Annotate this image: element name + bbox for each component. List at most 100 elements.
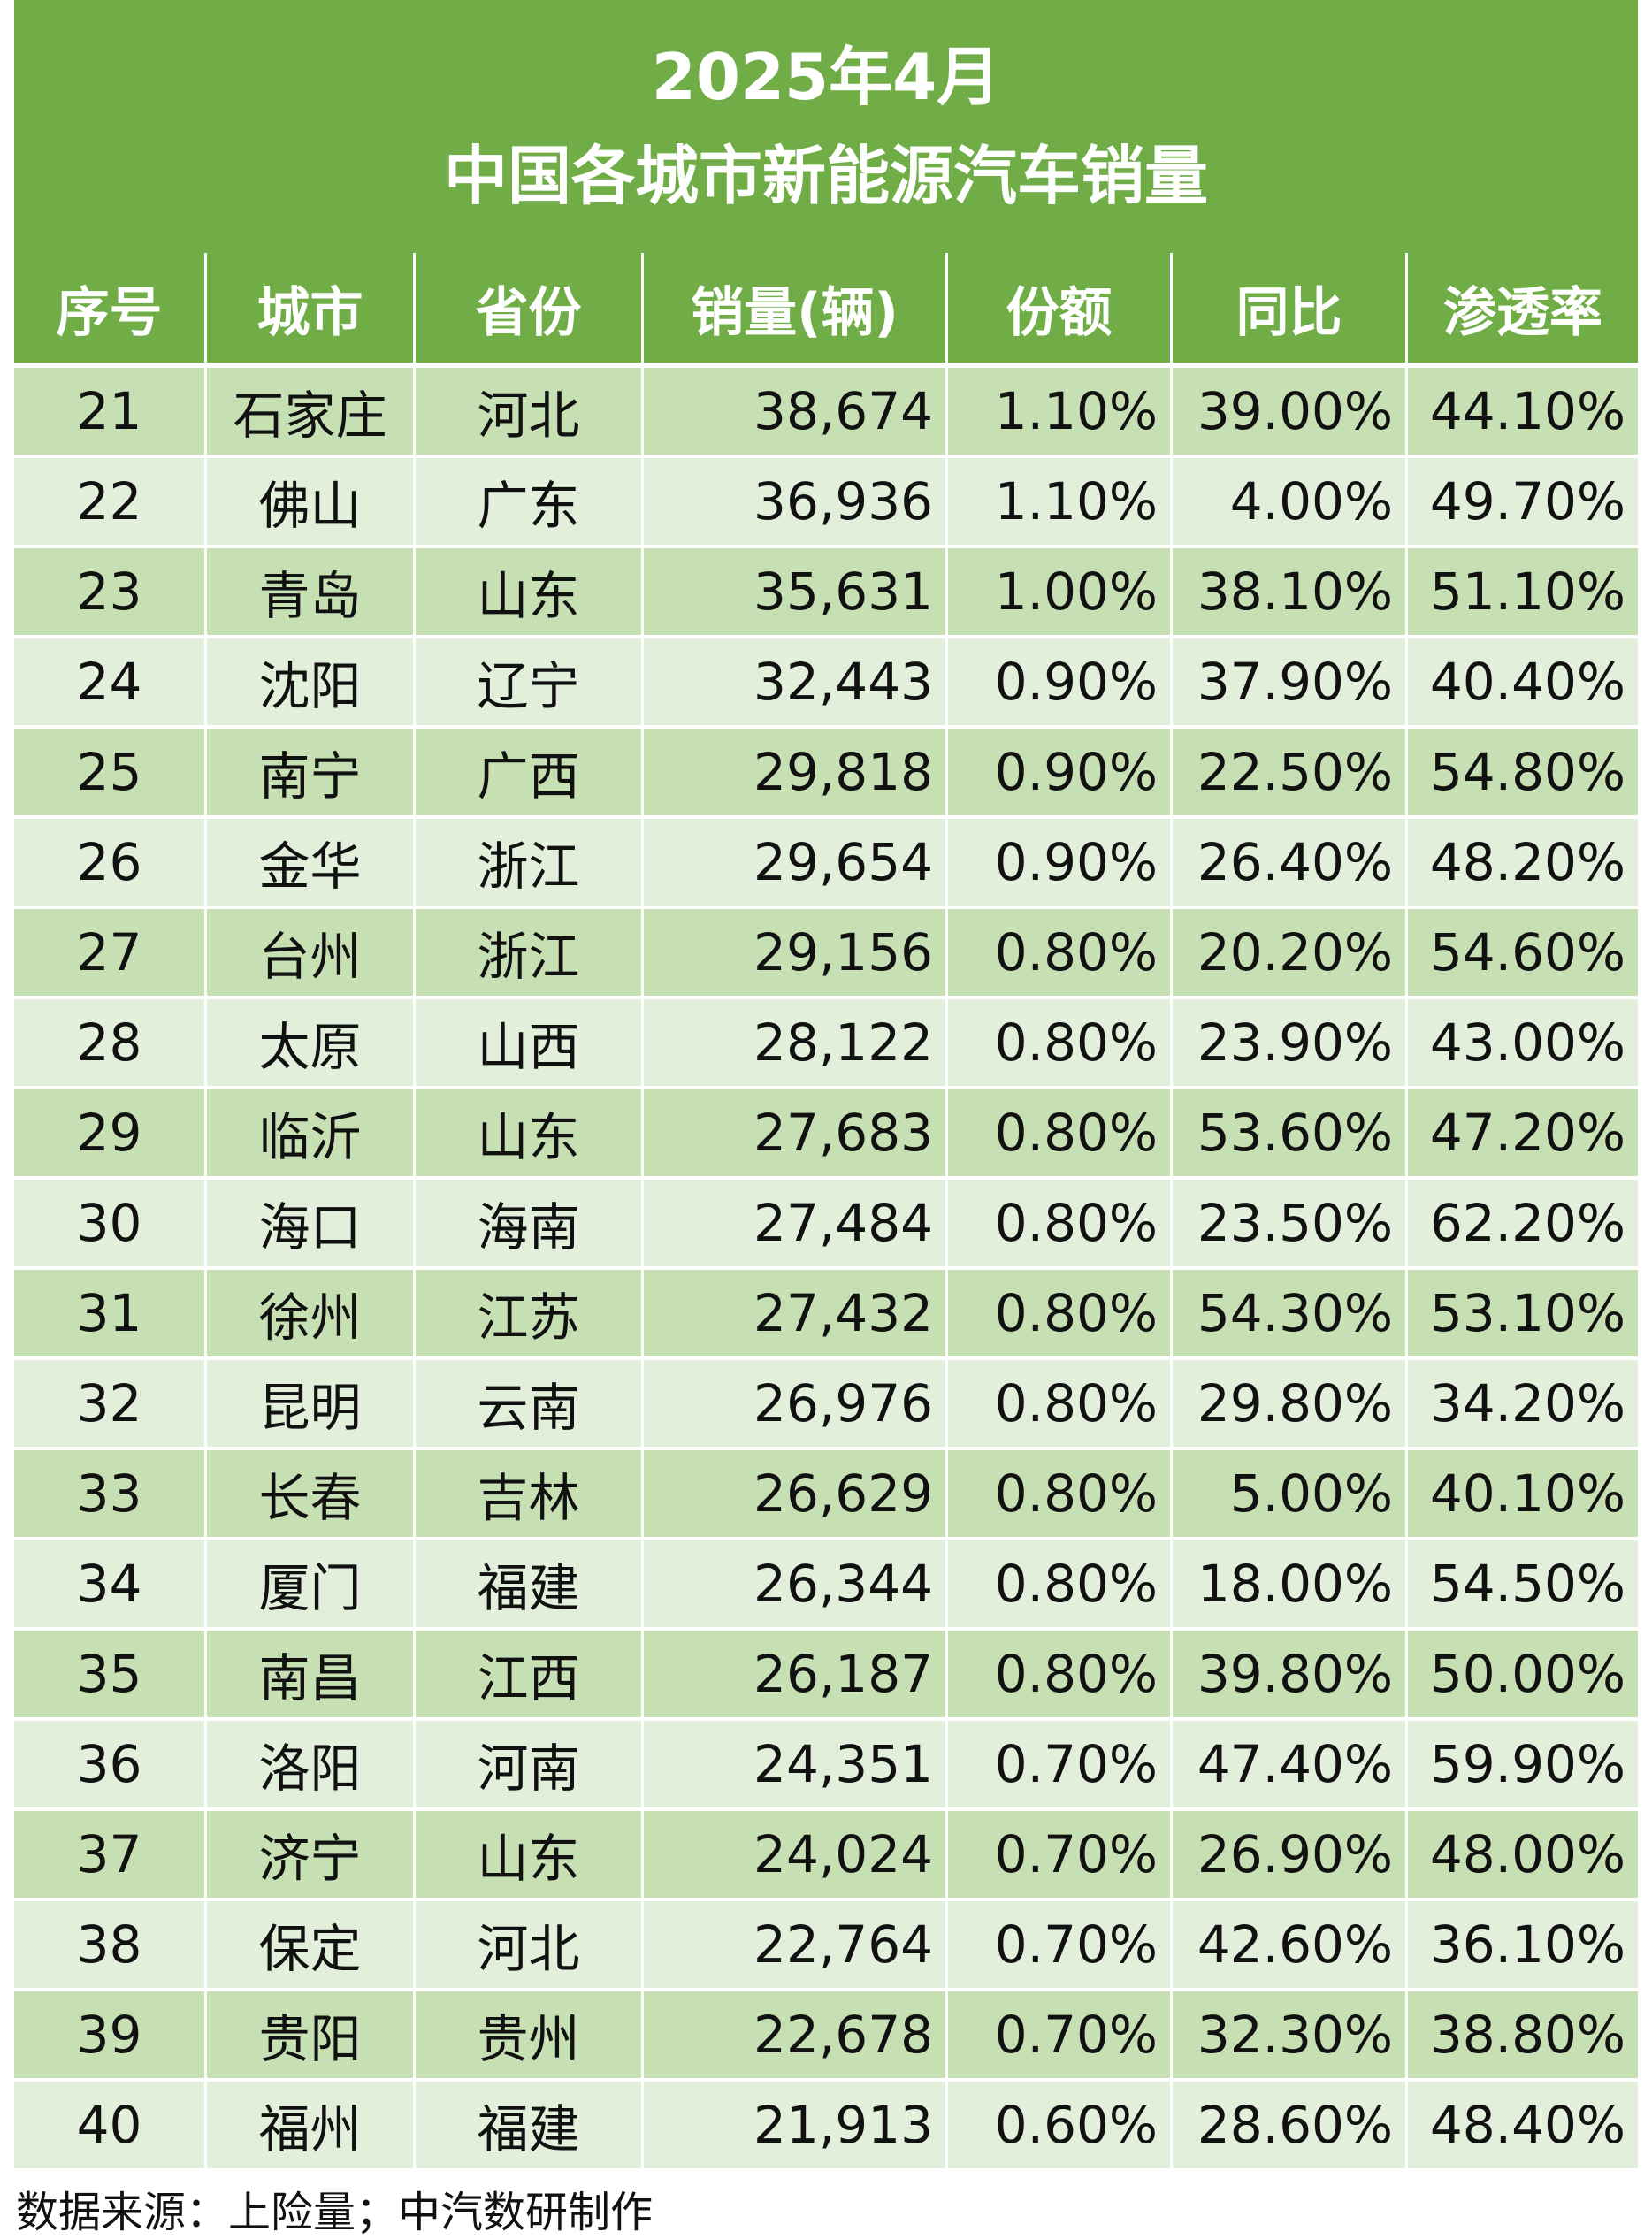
cell-rank: 38: [14, 1901, 207, 1991]
cell-province: 福建: [416, 1540, 644, 1631]
cell-province: 浙江: [416, 909, 644, 999]
cell-yoy: 23.90%: [1173, 999, 1408, 1089]
cell-sales: 28,122: [644, 999, 948, 1089]
cell-yoy: 5.00%: [1173, 1450, 1408, 1540]
cell-sales: 29,654: [644, 819, 948, 909]
cell-city: 南昌: [207, 1631, 416, 1721]
cell-province: 山东: [416, 1811, 644, 1901]
table-row: 39 贵阳 贵州 22,678 0.70% 32.30% 38.80%: [14, 1991, 1638, 2082]
cell-share: 1.10%: [948, 458, 1173, 548]
cell-rank: 26: [14, 819, 207, 909]
cell-penetration: 40.40%: [1408, 638, 1638, 729]
cell-rank: 22: [14, 458, 207, 548]
data-source-note: 数据来源：上险量；中汽数研制作: [16, 2188, 654, 2237]
cell-rank: 32: [14, 1360, 207, 1450]
cell-city: 长春: [207, 1450, 416, 1540]
cell-city: 洛阳: [207, 1721, 416, 1811]
sales-table-card: 2025年4月 中国各城市新能源汽车销量 序号 城市 省份 销量(辆) 份额 同…: [14, 0, 1638, 2172]
cell-province: 山东: [416, 548, 644, 638]
cell-sales: 35,631: [644, 548, 948, 638]
cell-rank: 34: [14, 1540, 207, 1631]
cell-sales: 26,344: [644, 1540, 948, 1631]
table-row: 35 南昌 江西 26,187 0.80% 39.80% 50.00%: [14, 1631, 1638, 1721]
cell-yoy: 54.30%: [1173, 1270, 1408, 1360]
cell-sales: 27,432: [644, 1270, 948, 1360]
cell-sales: 32,443: [644, 638, 948, 729]
cell-yoy: 4.00%: [1173, 458, 1408, 548]
table-row: 33 长春 吉林 26,629 0.80% 5.00% 40.10%: [14, 1450, 1638, 1540]
cell-province: 广东: [416, 458, 644, 548]
table-row: 34 厦门 福建 26,344 0.80% 18.00% 54.50%: [14, 1540, 1638, 1631]
cell-province: 山东: [416, 1089, 644, 1180]
cell-sales: 29,818: [644, 729, 948, 819]
cell-share: 0.80%: [948, 1089, 1173, 1180]
cell-penetration: 48.20%: [1408, 819, 1638, 909]
cell-yoy: 39.80%: [1173, 1631, 1408, 1721]
table-row: 32 昆明 云南 26,976 0.80% 29.80% 34.20%: [14, 1360, 1638, 1450]
cell-city: 海口: [207, 1180, 416, 1270]
cell-yoy: 29.80%: [1173, 1360, 1408, 1450]
cell-city: 台州: [207, 909, 416, 999]
table-row: 40 福州 福建 21,913 0.60% 28.60% 48.40%: [14, 2082, 1638, 2172]
cell-province: 江苏: [416, 1270, 644, 1360]
header-sales: 销量(辆): [644, 253, 948, 368]
cell-sales: 26,629: [644, 1450, 948, 1540]
cell-yoy: 26.90%: [1173, 1811, 1408, 1901]
table-row: 26 金华 浙江 29,654 0.90% 26.40% 48.20%: [14, 819, 1638, 909]
cell-share: 0.80%: [948, 1270, 1173, 1360]
cell-share: 0.80%: [948, 1540, 1173, 1631]
cell-province: 云南: [416, 1360, 644, 1450]
cell-share: 0.80%: [948, 909, 1173, 999]
cell-sales: 22,678: [644, 1991, 948, 2082]
table-row: 30 海口 海南 27,484 0.80% 23.50% 62.20%: [14, 1180, 1638, 1270]
cell-penetration: 53.10%: [1408, 1270, 1638, 1360]
cell-city: 南宁: [207, 729, 416, 819]
cell-share: 0.60%: [948, 2082, 1173, 2172]
cell-rank: 23: [14, 548, 207, 638]
cell-sales: 26,976: [644, 1360, 948, 1450]
cell-rank: 35: [14, 1631, 207, 1721]
cell-penetration: 47.20%: [1408, 1089, 1638, 1180]
cell-city: 太原: [207, 999, 416, 1089]
cell-rank: 39: [14, 1991, 207, 2082]
table-row: 21 石家庄 河北 38,674 1.10% 39.00% 44.10%: [14, 368, 1638, 458]
cell-province: 贵州: [416, 1991, 644, 2082]
cell-province: 河北: [416, 368, 644, 458]
cell-penetration: 62.20%: [1408, 1180, 1638, 1270]
cell-city: 昆明: [207, 1360, 416, 1450]
cell-penetration: 49.70%: [1408, 458, 1638, 548]
cell-yoy: 20.20%: [1173, 909, 1408, 999]
cell-share: 0.90%: [948, 638, 1173, 729]
cell-sales: 22,764: [644, 1901, 948, 1991]
header-rank: 序号: [14, 253, 207, 368]
cell-share: 0.70%: [948, 1811, 1173, 1901]
cell-rank: 27: [14, 909, 207, 999]
cell-rank: 24: [14, 638, 207, 729]
cell-rank: 29: [14, 1089, 207, 1180]
cell-penetration: 51.10%: [1408, 548, 1638, 638]
cell-province: 河北: [416, 1901, 644, 1991]
cell-penetration: 48.00%: [1408, 1811, 1638, 1901]
table-row: 22 佛山 广东 36,936 1.10% 4.00% 49.70%: [14, 458, 1638, 548]
cell-city: 临沂: [207, 1089, 416, 1180]
cell-sales: 24,351: [644, 1721, 948, 1811]
cell-city: 石家庄: [207, 368, 416, 458]
cell-province: 福建: [416, 2082, 644, 2172]
cell-yoy: 53.60%: [1173, 1089, 1408, 1180]
cell-penetration: 44.10%: [1408, 368, 1638, 458]
cell-yoy: 47.40%: [1173, 1721, 1408, 1811]
cell-penetration: 48.40%: [1408, 2082, 1638, 2172]
cell-share: 0.80%: [948, 999, 1173, 1089]
table-row: 36 洛阳 河南 24,351 0.70% 47.40% 59.90%: [14, 1721, 1638, 1811]
cell-yoy: 32.30%: [1173, 1991, 1408, 2082]
table-header-row: 序号 城市 省份 销量(辆) 份额 同比 渗透率: [14, 253, 1638, 368]
table-row: 29 临沂 山东 27,683 0.80% 53.60% 47.20%: [14, 1089, 1638, 1180]
cell-province: 辽宁: [416, 638, 644, 729]
cell-share: 0.70%: [948, 1991, 1173, 2082]
table-row: 28 太原 山西 28,122 0.80% 23.90% 43.00%: [14, 999, 1638, 1089]
cell-yoy: 18.00%: [1173, 1540, 1408, 1631]
cell-yoy: 22.50%: [1173, 729, 1408, 819]
cell-sales: 27,683: [644, 1089, 948, 1180]
cell-province: 山西: [416, 999, 644, 1089]
cell-share: 1.10%: [948, 368, 1173, 458]
